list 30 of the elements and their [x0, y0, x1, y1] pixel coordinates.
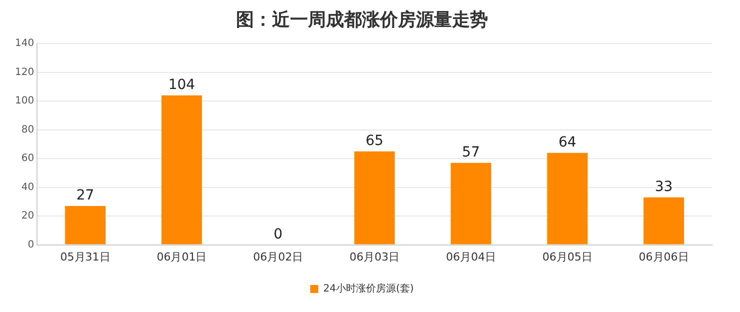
y-tick-label: 40	[21, 182, 34, 193]
bar	[354, 151, 395, 244]
y-tick-label: 80	[21, 124, 34, 136]
y-tick-label: 140	[14, 38, 34, 50]
chart-title: 图：近一周成都涨价房源量走势	[236, 9, 488, 30]
x-tick-label: 06月06日	[638, 250, 689, 264]
y-tick-label: 100	[14, 96, 34, 107]
data-label: 104	[168, 76, 196, 93]
bar	[547, 152, 588, 244]
bar	[65, 206, 106, 244]
data-label: 0	[274, 226, 283, 242]
x-tick-label: 06月02日	[253, 250, 304, 264]
data-label: 27	[76, 188, 94, 204]
x-tick-label: 06月05日	[542, 250, 592, 264]
legend-label: 24小时涨价房源(套)	[323, 282, 414, 295]
y-tick-label: 0	[28, 239, 34, 250]
data-label: 65	[366, 133, 384, 150]
data-label: 33	[654, 179, 673, 196]
data-label: 57	[462, 144, 480, 161]
x-tick-label: 06月03日	[350, 250, 400, 264]
bar	[450, 162, 492, 244]
x-tick-label: 06月01日	[156, 250, 207, 264]
y-tick-label: 20	[21, 210, 34, 222]
bar	[644, 197, 684, 244]
y-tick-label: 60	[21, 153, 34, 164]
data-label: 64	[558, 134, 576, 150]
y-tick-label: 120	[14, 66, 34, 78]
x-tick-label: 05月31日	[60, 250, 110, 264]
x-tick-label: 06月04日	[446, 250, 496, 264]
bar	[161, 95, 202, 244]
